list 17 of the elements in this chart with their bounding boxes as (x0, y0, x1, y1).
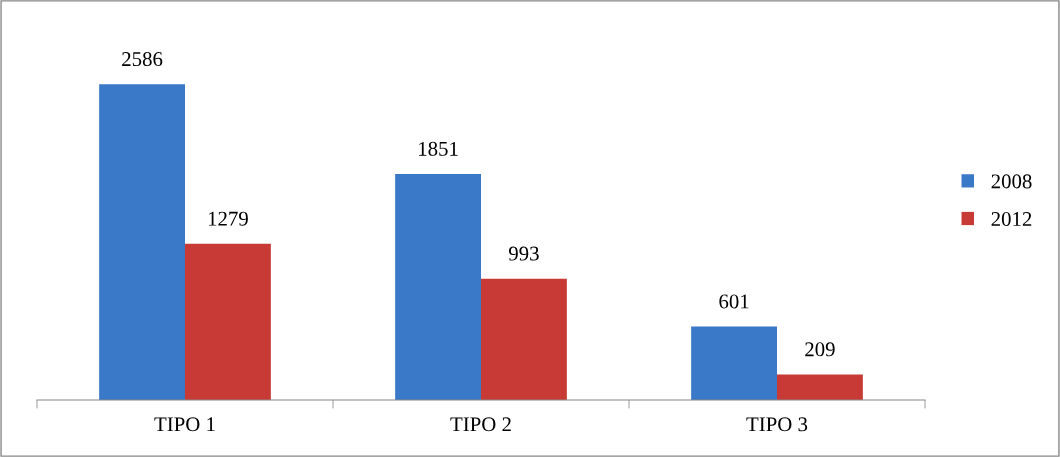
data-label: 1851 (419, 141, 458, 156)
bar (481, 278, 567, 400)
x-tick-label: TIPO 1 (154, 417, 215, 432)
x-tick-label: TIPO 2 (450, 417, 511, 432)
data-label: 2586 (122, 52, 163, 67)
bar (185, 243, 271, 400)
bar (395, 173, 481, 400)
data-label: 601 (719, 294, 749, 309)
bar (777, 374, 863, 400)
legend-label: 2008 (991, 174, 1032, 189)
data-label: 209 (805, 342, 835, 357)
data-label: 1279 (208, 211, 248, 226)
legend-label: 2012 (991, 211, 1032, 227)
x-tick-label: TIPO 3 (746, 417, 808, 432)
bar (691, 326, 777, 400)
data-label: 993 (508, 246, 539, 261)
bar (99, 84, 185, 400)
